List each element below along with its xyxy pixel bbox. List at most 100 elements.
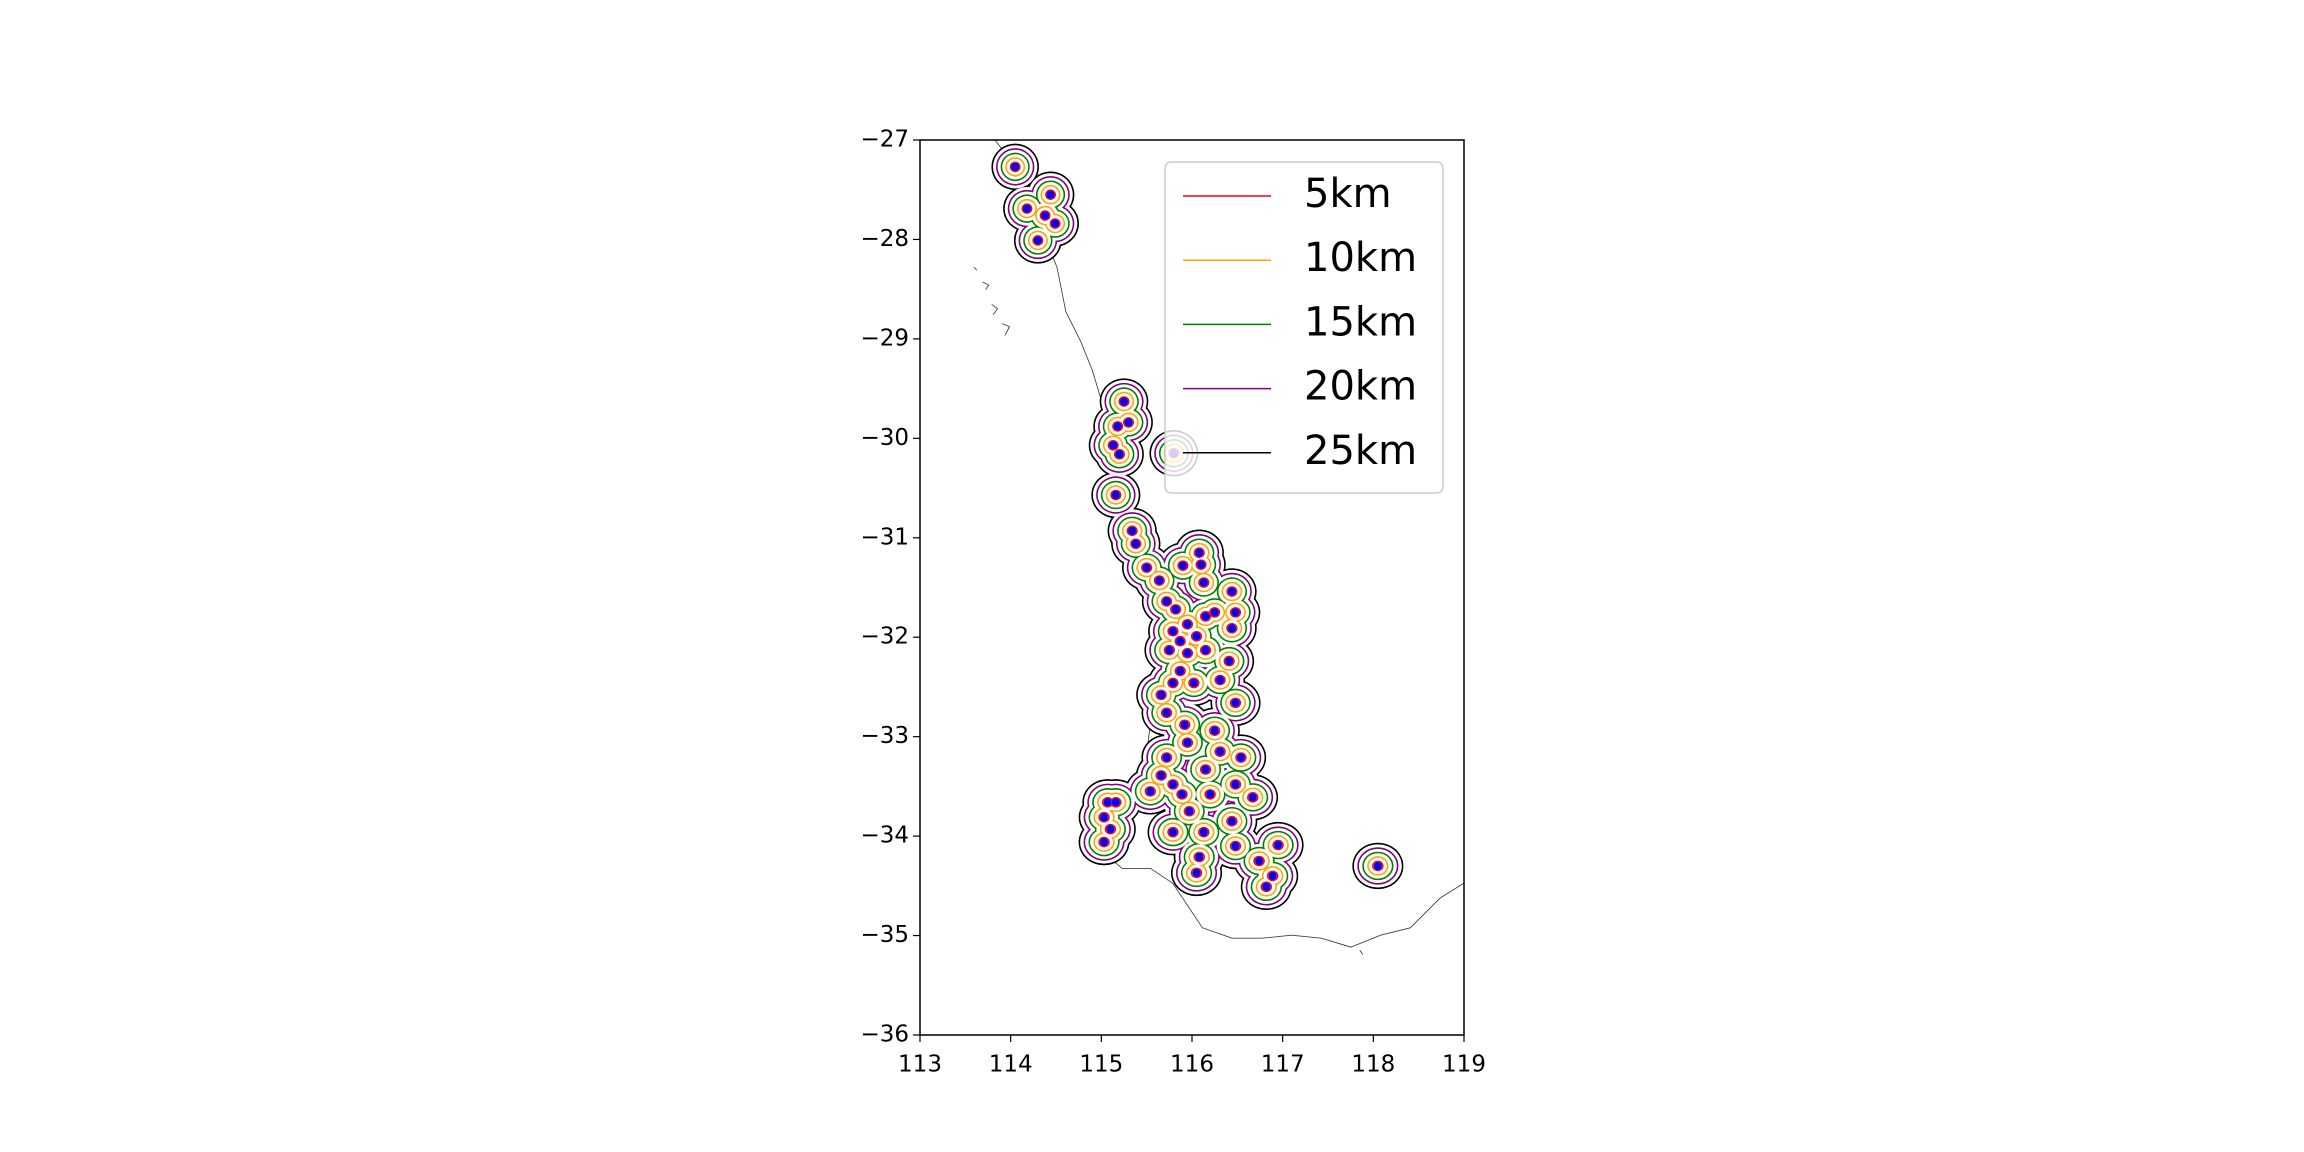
- point: [1183, 620, 1192, 629]
- point: [1113, 422, 1122, 431]
- point: [1142, 563, 1151, 572]
- point: [1100, 838, 1109, 847]
- y-tick-label: −33: [860, 723, 909, 749]
- y-tick-label: −29: [860, 325, 909, 351]
- point: [1201, 646, 1210, 655]
- y-tick-label: −36: [860, 1022, 909, 1048]
- point: [1201, 765, 1210, 774]
- point: [1051, 219, 1060, 228]
- point: [1192, 632, 1201, 641]
- point: [1183, 649, 1192, 658]
- point: [1168, 828, 1177, 837]
- point: [1189, 678, 1198, 687]
- y-tick-label: −27: [860, 127, 909, 153]
- point: [1248, 793, 1257, 802]
- point: [1109, 441, 1118, 450]
- point: [1185, 807, 1194, 816]
- point: [1236, 753, 1245, 762]
- point: [1227, 587, 1236, 596]
- point: [1115, 450, 1124, 459]
- y-tick-label: −30: [860, 425, 909, 451]
- point: [1231, 780, 1240, 789]
- point: [1124, 418, 1133, 427]
- point: [1231, 842, 1240, 851]
- x-tick-label: 113: [898, 1052, 942, 1078]
- point: [1103, 798, 1112, 807]
- point: [1155, 576, 1164, 585]
- point: [1022, 204, 1031, 213]
- point: [1033, 236, 1042, 245]
- point: [1111, 798, 1120, 807]
- ticks: 113 114 115 116 117 118 119 −27 −28 −29 −30 −31 −32 −…: [860, 127, 1486, 1078]
- point: [1255, 856, 1264, 865]
- point: [1120, 397, 1128, 406]
- legend-label: 5km: [1304, 171, 1392, 217]
- point: [1178, 561, 1187, 570]
- point: [1162, 597, 1171, 606]
- x-tick-label: 116: [1170, 1052, 1214, 1078]
- y-tick-label: −28: [860, 226, 909, 252]
- legend-label: 10km: [1304, 235, 1417, 281]
- legend-label: 20km: [1304, 364, 1417, 410]
- point: [1227, 817, 1236, 826]
- point: [1162, 708, 1171, 717]
- legend-label: 15km: [1304, 299, 1417, 345]
- point: [1171, 605, 1180, 614]
- x-tick-label: 119: [1442, 1052, 1486, 1078]
- point: [1011, 162, 1020, 171]
- point: [1168, 678, 1177, 687]
- point: [1168, 627, 1177, 636]
- point: [1165, 646, 1174, 655]
- point: [1195, 548, 1204, 557]
- point: [1231, 698, 1240, 707]
- point: [1176, 667, 1185, 676]
- point: [1192, 868, 1201, 877]
- point: [1199, 578, 1208, 587]
- point: [1128, 526, 1137, 535]
- point: [1227, 624, 1236, 633]
- point: [1131, 539, 1140, 548]
- point: [1231, 608, 1240, 617]
- y-tick-label: −34: [860, 823, 909, 849]
- point: [1373, 861, 1382, 870]
- point: [1195, 852, 1204, 861]
- point: [1210, 726, 1219, 735]
- point: [1274, 841, 1283, 850]
- point: [1162, 753, 1171, 762]
- point: [1201, 612, 1210, 621]
- y-tick-label: −32: [860, 624, 909, 650]
- legend-label: 25km: [1304, 428, 1417, 474]
- point: [1146, 787, 1155, 796]
- y-tick-label: −31: [860, 524, 909, 550]
- point: [1216, 747, 1225, 756]
- point: [1041, 211, 1050, 220]
- x-tick-label: 117: [1261, 1052, 1305, 1078]
- point: [1157, 771, 1166, 780]
- legend-box: [1164, 161, 1444, 494]
- point: [1106, 825, 1115, 834]
- legend: 5km 10km 15km 20km 25km: [1164, 161, 1444, 494]
- point: [1176, 637, 1185, 646]
- point: [1046, 190, 1055, 199]
- points: [1011, 162, 1382, 891]
- point: [1216, 675, 1225, 684]
- point: [1225, 657, 1234, 666]
- point: [1183, 738, 1192, 747]
- y-tick-label: −35: [860, 922, 909, 948]
- point: [1268, 871, 1277, 880]
- point: [1206, 790, 1215, 799]
- x-tick-label: 118: [1351, 1052, 1395, 1078]
- x-tick-label: 114: [989, 1052, 1033, 1078]
- point: [1210, 608, 1219, 617]
- point: [1262, 882, 1271, 891]
- point: [1168, 780, 1177, 789]
- point: [1199, 828, 1208, 837]
- point: [1180, 720, 1189, 729]
- x-tick-label: 115: [1079, 1052, 1123, 1078]
- point: [1111, 491, 1120, 500]
- point: [1178, 790, 1187, 799]
- point: [1100, 813, 1109, 822]
- point: [1197, 560, 1206, 569]
- point: [1157, 690, 1166, 699]
